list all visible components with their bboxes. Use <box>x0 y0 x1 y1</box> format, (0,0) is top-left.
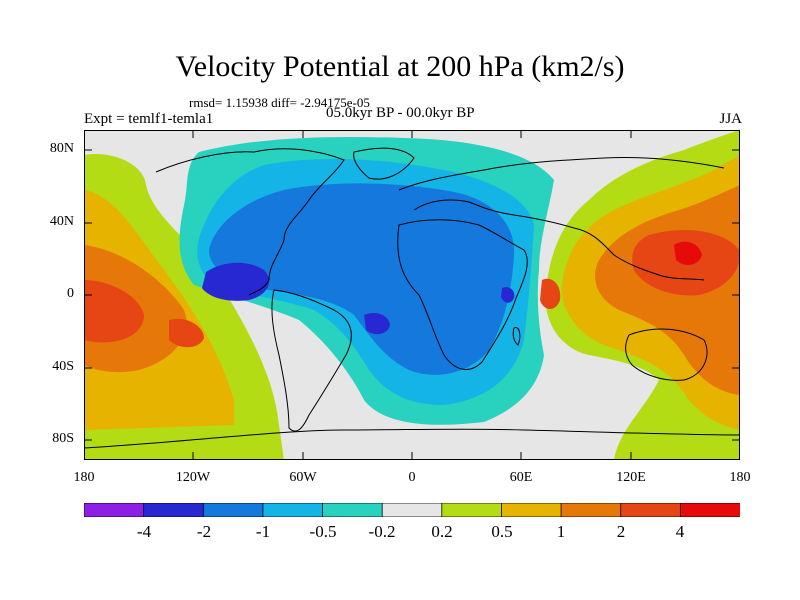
x-tick-label: 120W <box>175 470 211 485</box>
colorbar-label: -4 <box>136 522 152 541</box>
colorbar-swatch <box>84 503 145 517</box>
colorbar-label: -0.2 <box>368 522 396 541</box>
y-tick-label: 80N <box>49 141 74 156</box>
colorbar-label: 2 <box>616 522 626 541</box>
colorbar-label: -2 <box>196 522 212 541</box>
colorbar-label: 4 <box>675 522 685 541</box>
x-tick-label: 180 <box>73 470 95 485</box>
colorbar-swatch <box>322 503 384 517</box>
x-tick-label: 120E <box>616 470 646 485</box>
colorbar <box>84 503 740 517</box>
colorbar-swatch <box>501 503 562 517</box>
colorbar-swatch <box>143 503 205 517</box>
colorbar-swatch <box>560 503 622 517</box>
positive-anomaly-west <box>84 154 284 460</box>
colorbar-swatch <box>381 503 443 517</box>
season-text: JJA <box>719 111 742 127</box>
x-tick-label: 180 <box>729 470 751 485</box>
colorbar-label: -1 <box>255 522 271 541</box>
x-tick-label: 0 <box>408 470 416 485</box>
colorbar-label: 1 <box>556 522 566 541</box>
axis-ticks <box>84 130 740 460</box>
y-tick-label: 40S <box>52 359 74 374</box>
colorbar-label: -0.5 <box>309 522 337 541</box>
x-tick-label: 60W <box>289 470 317 485</box>
colorbar-swatch <box>202 503 264 517</box>
y-tick-label: 0 <box>67 286 74 301</box>
colorbar-swatch <box>262 503 324 517</box>
coastlines <box>84 147 740 449</box>
colorbar-label: 0.2 <box>431 522 453 541</box>
x-tick-label: 60E <box>509 470 533 485</box>
colorbar-swatch <box>441 503 503 517</box>
y-tick-label: 80S <box>52 431 74 446</box>
colorbar-swatch <box>620 503 682 517</box>
velocity-potential-map <box>84 130 740 460</box>
y-tick-label: 40N <box>49 214 74 229</box>
page-title: Velocity Potential at 200 hPa (km2/s) <box>175 50 625 83</box>
stats-text: rmsd= 1.15938 diff= -2.94175e-05 <box>189 95 370 110</box>
colorbar-label: 0.5 <box>491 522 513 541</box>
experiment-text: Expt = temlf1-temla1 <box>84 111 214 127</box>
colorbar-swatch <box>679 503 740 517</box>
period-text: 05.0kyr BP - 00.0kyr BP <box>326 105 475 121</box>
